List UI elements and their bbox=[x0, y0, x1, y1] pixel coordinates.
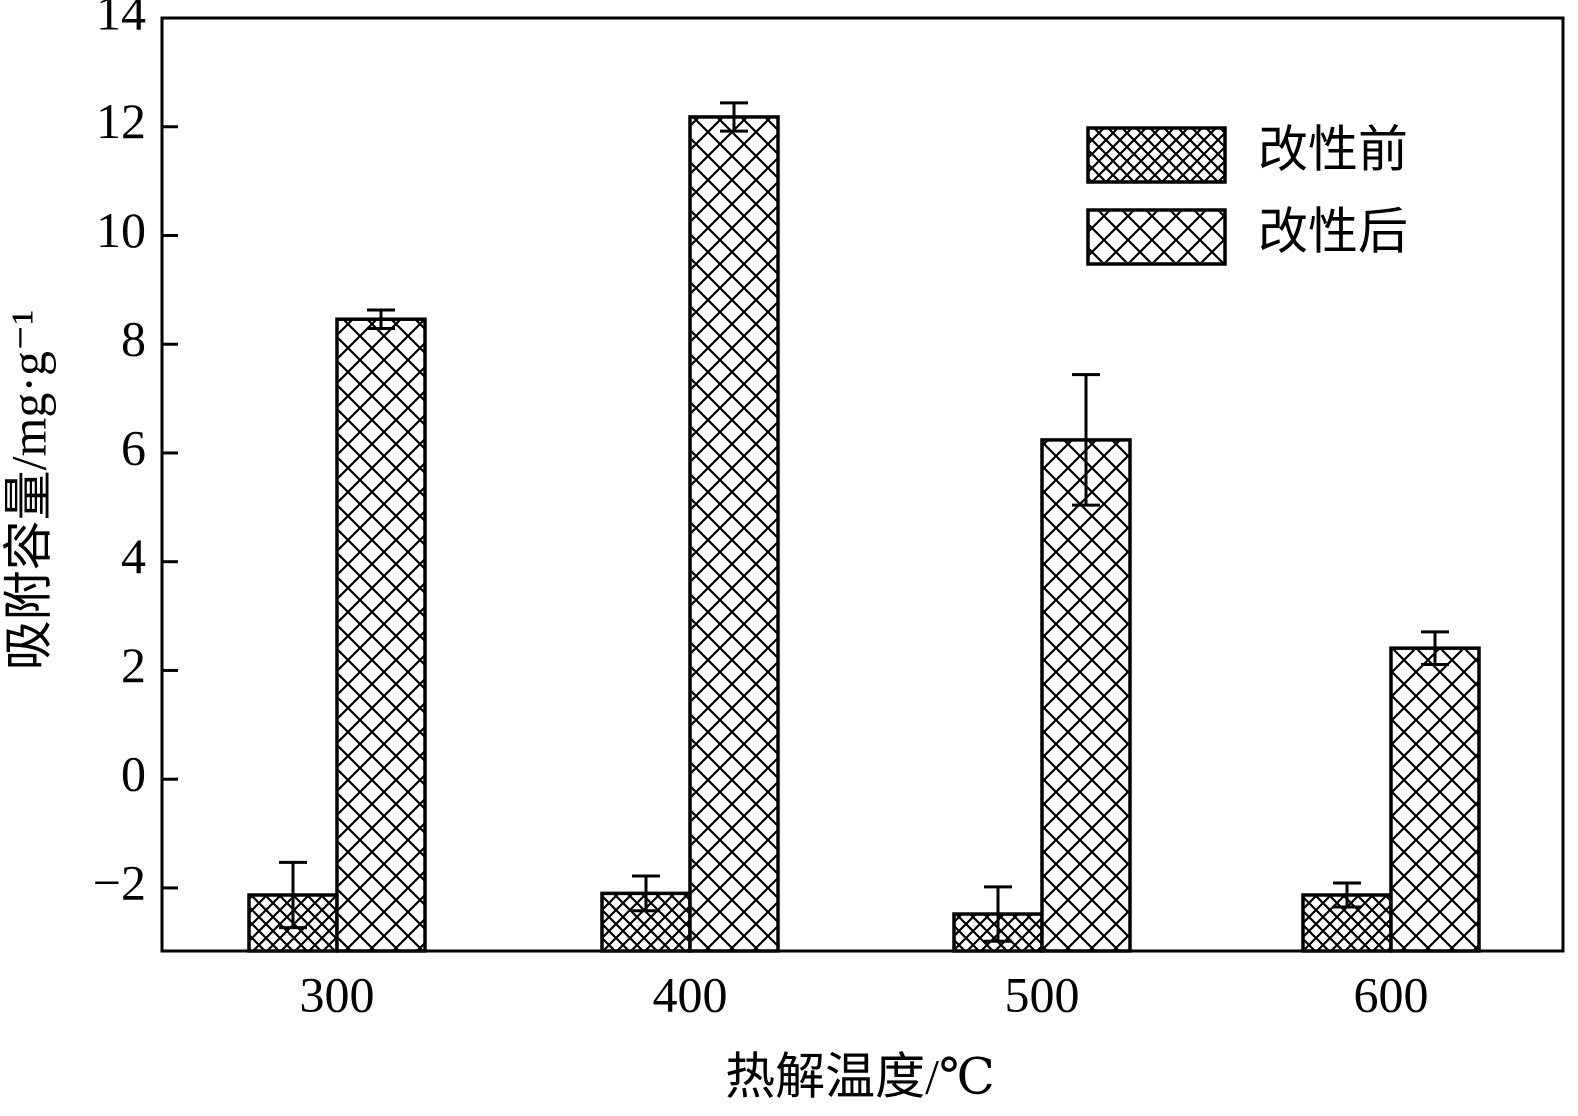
error-bar bbox=[1421, 630, 1449, 666]
x-axis-label: 热解温度/℃ bbox=[725, 1048, 995, 1104]
y-tick-label: 8 bbox=[121, 311, 146, 367]
bar bbox=[1389, 646, 1481, 953]
error-bar bbox=[1333, 881, 1361, 909]
error-bar bbox=[632, 874, 660, 913]
error-bar bbox=[367, 308, 395, 330]
y-axis-label: 吸附容量/mg·g⁻¹ bbox=[0, 310, 56, 671]
plot-frame bbox=[160, 16, 1565, 953]
legend-swatch bbox=[1086, 208, 1227, 266]
x-tick-label: 400 bbox=[653, 966, 728, 1022]
error-bar bbox=[1072, 373, 1100, 507]
y-tick-label: 10 bbox=[96, 202, 146, 258]
legend-label: 改性前 bbox=[1258, 121, 1408, 177]
legend-swatch bbox=[1086, 126, 1227, 184]
x-tick-label: 500 bbox=[1005, 966, 1080, 1022]
x-tick-label: 600 bbox=[1354, 966, 1429, 1022]
y-tick-label: 0 bbox=[121, 746, 146, 802]
y-tick-label: 6 bbox=[121, 419, 146, 475]
bar bbox=[1040, 438, 1132, 953]
legend-label: 改性后 bbox=[1258, 203, 1408, 259]
y-tick-label: −2 bbox=[93, 854, 146, 910]
y-tick-label: 2 bbox=[121, 637, 146, 693]
bar bbox=[335, 317, 427, 953]
error-bar bbox=[279, 860, 307, 930]
y-tick-label: 4 bbox=[121, 528, 146, 584]
y-tick-label: 12 bbox=[96, 93, 146, 149]
x-tick-label: 300 bbox=[300, 966, 375, 1022]
error-bar bbox=[984, 885, 1012, 943]
error-bar bbox=[720, 101, 748, 133]
y-tick-label: 14 bbox=[96, 0, 146, 40]
bar bbox=[688, 115, 780, 953]
